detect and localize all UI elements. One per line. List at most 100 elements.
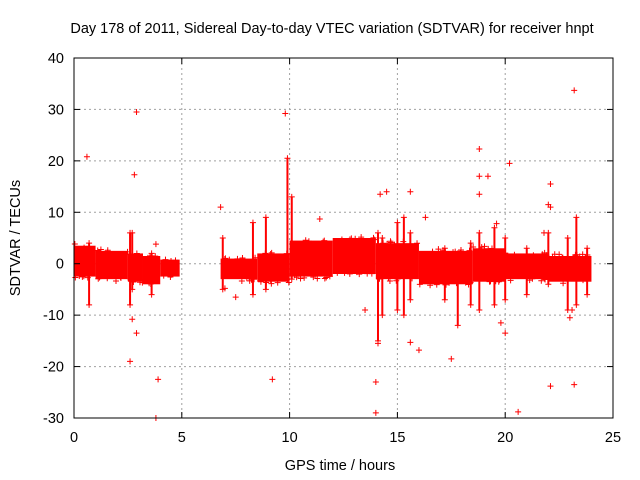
- data-point: [476, 146, 483, 153]
- data-point: [448, 355, 455, 362]
- data-point: [529, 275, 536, 282]
- data-point: [497, 319, 504, 326]
- data-points: [71, 87, 592, 421]
- data-point: [71, 240, 78, 247]
- data-point: [571, 381, 578, 388]
- data-point: [160, 272, 167, 279]
- data-point: [507, 277, 514, 284]
- data-point: [86, 240, 93, 247]
- data-point: [569, 307, 576, 313]
- data-point: [117, 274, 124, 281]
- x-tick-label: 25: [605, 430, 621, 446]
- data-point: [95, 275, 102, 282]
- data-point: [81, 244, 88, 251]
- data-point: [580, 277, 587, 284]
- data-point: [573, 301, 580, 308]
- data-point: [127, 301, 134, 308]
- data-point: [542, 276, 549, 283]
- data-point: [168, 271, 175, 278]
- data-point: [394, 219, 401, 226]
- data-point: [502, 296, 509, 303]
- data-point: [129, 229, 136, 236]
- data-point: [523, 245, 530, 252]
- data-point: [168, 257, 175, 264]
- data-point: [384, 240, 391, 247]
- data-point: [547, 383, 554, 390]
- data-point: [97, 246, 104, 253]
- data-point: [547, 181, 554, 187]
- data-point: [341, 269, 348, 276]
- data-point: [538, 277, 545, 284]
- data-point: [249, 291, 256, 298]
- data-band: [472, 248, 506, 282]
- data-point: [267, 277, 274, 284]
- data-point: [372, 409, 379, 416]
- data-point: [491, 301, 498, 308]
- data-point: [133, 109, 140, 115]
- data-point: [104, 275, 111, 282]
- data-point: [262, 286, 269, 293]
- data-point: [506, 160, 513, 167]
- data-point: [249, 219, 256, 226]
- data-point: [162, 256, 169, 263]
- data-point: [547, 204, 554, 211]
- data-point: [566, 314, 573, 321]
- data-point: [576, 253, 583, 260]
- data-point: [559, 254, 566, 261]
- data-point: [288, 193, 295, 200]
- data-point: [112, 278, 119, 285]
- data-point: [232, 294, 239, 301]
- data-point: [136, 279, 143, 286]
- x-tick-label: 20: [497, 430, 513, 446]
- data-band: [95, 250, 128, 280]
- y-tick-label: 20: [48, 154, 64, 170]
- data-point: [476, 229, 483, 236]
- data-point: [394, 307, 401, 313]
- data-point: [584, 245, 591, 252]
- data-point: [83, 153, 90, 160]
- data-point: [484, 173, 491, 180]
- data-point: [152, 241, 159, 248]
- data-point: [385, 275, 392, 282]
- data-point: [502, 330, 509, 337]
- data-point: [400, 214, 407, 221]
- data-point: [433, 281, 440, 288]
- data-point: [511, 251, 518, 258]
- data-point: [383, 188, 390, 195]
- data-point: [387, 238, 394, 245]
- data-point: [374, 229, 381, 236]
- data-point: [362, 307, 369, 313]
- data-point: [334, 269, 341, 276]
- data-point: [462, 279, 469, 286]
- data-point: [297, 275, 304, 282]
- data-point: [454, 322, 461, 329]
- y-tick-label: -10: [43, 308, 64, 324]
- data-point: [427, 282, 434, 289]
- data-point: [496, 277, 503, 284]
- data-point: [246, 277, 253, 284]
- data-point: [346, 270, 353, 277]
- y-tick-label: 30: [48, 102, 64, 118]
- data-point: [321, 275, 328, 282]
- data-point: [79, 273, 86, 280]
- data-point: [274, 279, 281, 286]
- data-point: [584, 291, 591, 298]
- data-point: [269, 376, 276, 383]
- y-tick-label: -20: [43, 360, 64, 376]
- data-point: [262, 214, 269, 221]
- data-point: [72, 274, 79, 281]
- data-band: [160, 259, 180, 277]
- data-point: [400, 312, 407, 319]
- data-point: [435, 246, 442, 253]
- data-point: [310, 274, 317, 281]
- data-point: [530, 252, 537, 259]
- data-point: [457, 247, 464, 254]
- data-point: [551, 251, 558, 258]
- x-axis-ticks: 0 5 10 15 20 25: [70, 58, 621, 446]
- data-point: [467, 240, 474, 247]
- data-point: [172, 257, 179, 264]
- data-point: [148, 291, 155, 298]
- data-point: [226, 256, 233, 263]
- data-point: [346, 236, 353, 243]
